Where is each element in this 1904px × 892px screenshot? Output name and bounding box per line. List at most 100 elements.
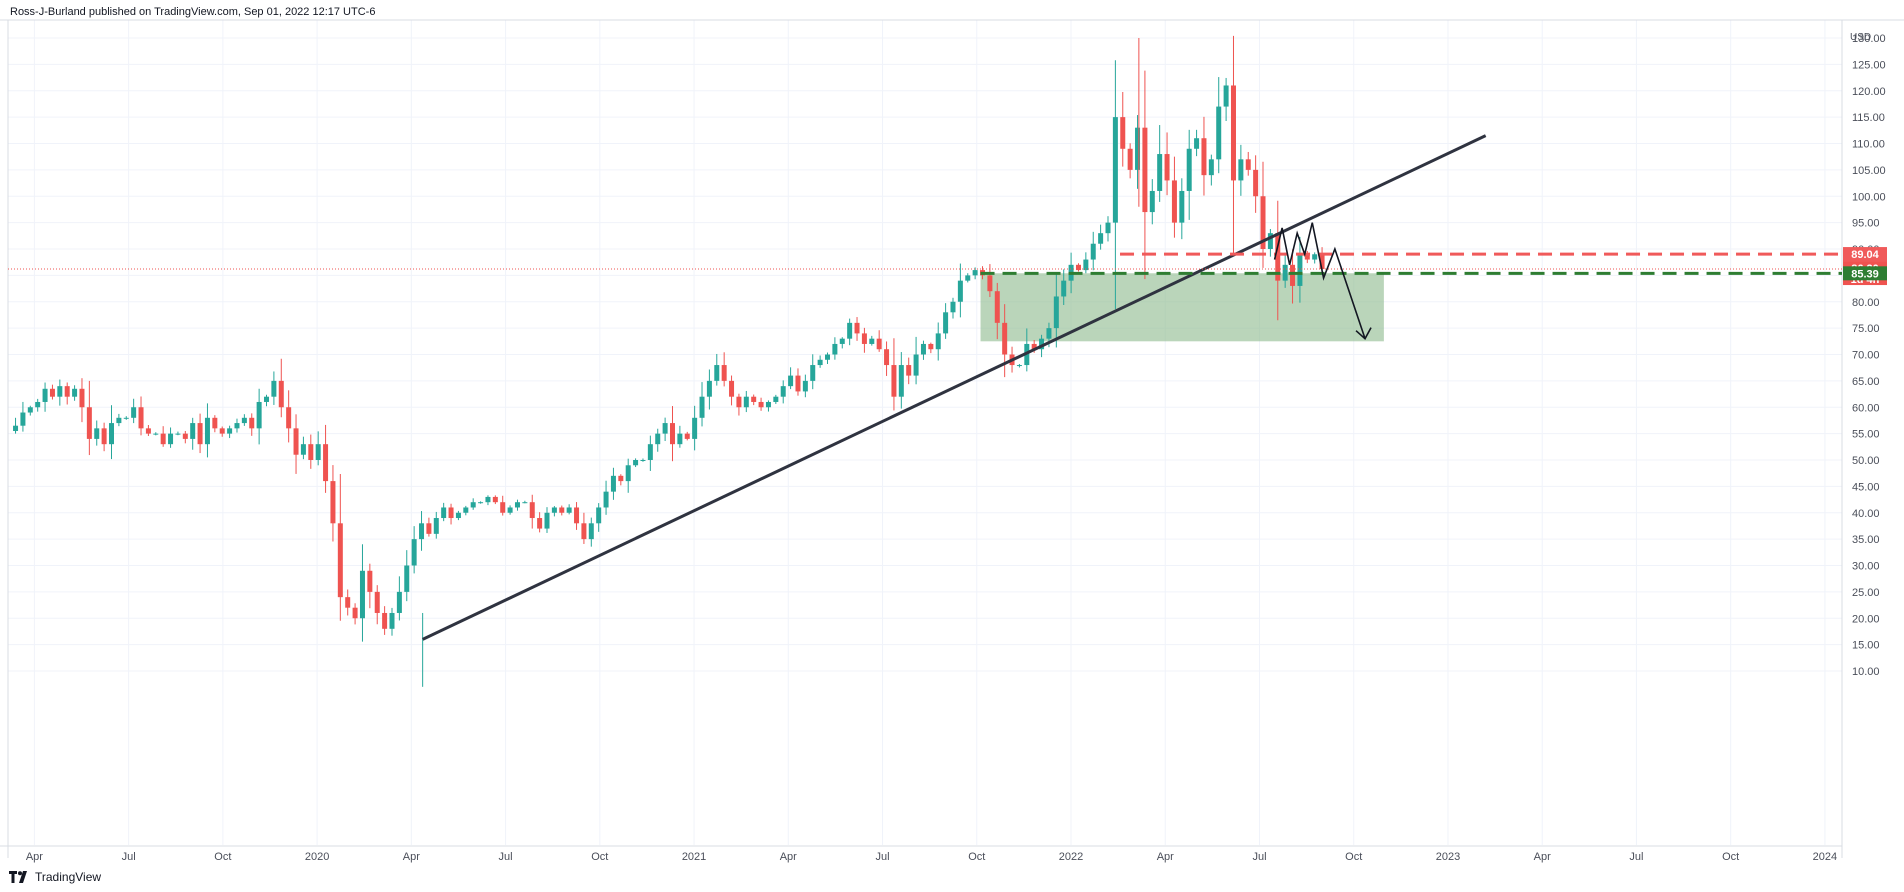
candle-body [1304,254,1310,260]
candle-body [1297,254,1303,286]
x-tick-label: Jul [1252,851,1266,863]
candle-body [160,433,166,445]
candle-body [839,338,845,344]
x-tick-label: Oct [968,851,985,863]
candle-body [692,417,698,439]
candle-body [1164,154,1170,181]
candle-body [574,507,580,524]
candle-body [108,423,114,445]
candle-body [278,380,284,408]
demand-zone [980,273,1384,342]
candle-body [49,388,55,397]
y-tick-label: 50.00 [1852,455,1880,467]
candle-body [1216,106,1222,160]
x-tick-label: Jul [499,851,513,863]
candle-body [625,465,631,482]
candle-body [300,444,306,455]
y-axis-label: USD [1850,32,1871,43]
y-tick-label: 125.00 [1852,59,1886,71]
candle-body [677,433,683,445]
y-tick-label: 130.00 [1852,33,1886,45]
candle-body [227,428,233,434]
candle-body [729,380,735,397]
candle-body [367,570,373,592]
candle-body [662,423,668,434]
candle-body [721,365,727,381]
chart-grid [0,19,1904,858]
y-tick-label: 20.00 [1852,613,1880,625]
y-tick-label: 100.00 [1852,191,1886,203]
y-tick-label: 110.00 [1852,139,1885,151]
candle-body [1002,322,1008,355]
candle-body [655,433,661,445]
y-tick-label: 80.00 [1852,297,1880,309]
candle-body [212,417,218,429]
candle-body [337,523,343,598]
y-tick-label: 45.00 [1852,481,1880,493]
candle-body [566,507,572,513]
candle-body [197,423,203,445]
candle-body [411,539,417,566]
candle-body [1098,233,1104,244]
candle-body [234,423,240,429]
candle-body [1312,254,1318,260]
candle-body [869,338,875,344]
price-tag-label: 89.04 [1851,249,1879,261]
candle-body [1186,148,1192,191]
candle-body [928,343,934,350]
x-tick-label: Jul [876,851,890,863]
candle-body [153,433,159,435]
candle-body [204,417,210,445]
candle-body [1171,180,1177,223]
demand-zone-layer [980,273,1384,342]
candle-body [987,275,993,292]
candle-body [374,591,380,613]
price-tags: 89.0486.201d 4h85.39 [1843,247,1887,286]
candle-body [1275,233,1281,281]
candle-body [1090,243,1096,260]
candle-body [323,444,329,482]
candle-body [972,270,978,276]
candle-body [522,502,528,504]
footer-brand[interactable]: TradingView [9,870,101,884]
candle-body [190,423,196,439]
candle-body [551,507,557,513]
x-tick-label: 2022 [1059,851,1083,863]
candle-body [684,433,690,439]
candle-body [581,523,587,540]
candle-body [537,518,543,529]
candle-body [758,401,764,408]
candle-body [42,388,48,402]
candle-body [123,417,129,419]
x-tick-label: 2024 [1813,851,1837,863]
candle-body [396,591,402,613]
y-tick-label: 120.00 [1852,86,1886,98]
candle-body [500,502,506,513]
candle-body [441,507,447,519]
candle-body [478,502,484,504]
candle-body [854,322,860,334]
candle-body [419,523,425,540]
candle-body [559,507,565,513]
trendline [422,134,1487,641]
candle-body [596,507,602,524]
candle-body [743,396,749,408]
candle-body [1260,196,1266,249]
candle-body [920,343,926,355]
candle-body [810,365,816,381]
candle-body [293,428,299,455]
y-tick-label: 25.00 [1852,587,1880,599]
candle-body [1016,365,1022,367]
candle-body [1290,264,1296,286]
candle-body [168,433,174,445]
annotation-lines [8,134,1842,641]
candle-body [1201,138,1207,176]
candle-body [1230,85,1236,181]
candle-body [35,401,41,408]
candle-body [788,375,794,387]
candle-body [182,433,188,439]
time-axis: Apr Jul Oct 2020 Apr Jul Oct 2021 Apr Jul Oct 2022 A… [26,851,1837,863]
candle-body [640,460,646,461]
candle-body [1135,127,1141,170]
